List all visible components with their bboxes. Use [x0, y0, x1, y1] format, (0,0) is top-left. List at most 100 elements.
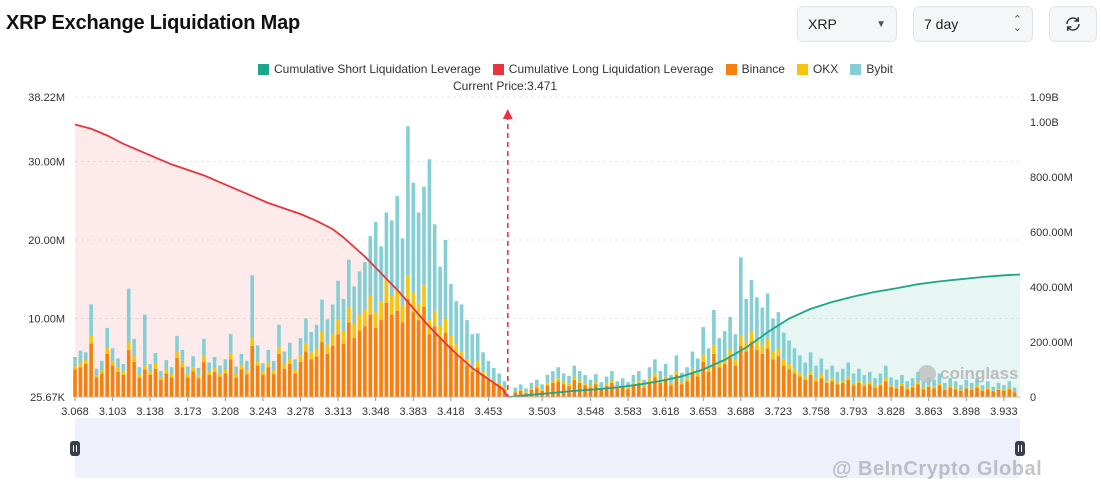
bar-binance — [685, 381, 689, 397]
axes-group: 25.67K 10.00M 20.00M 30.00M 38.22M 0 200.00M 40… — [28, 92, 1073, 418]
bar-okx — [867, 382, 872, 385]
bar-okx — [583, 382, 587, 386]
x-tick-label: 3.583 — [614, 406, 642, 418]
bar-bybit — [749, 280, 754, 331]
bar-binance — [814, 381, 818, 397]
bar-bybit — [186, 366, 190, 375]
bar-okx — [373, 312, 378, 328]
bar-okx — [889, 385, 893, 387]
bar-binance — [212, 371, 217, 397]
bar-bybit — [175, 335, 179, 352]
x-tick-label: 3.618 — [652, 406, 680, 418]
bar-okx — [1007, 387, 1012, 390]
legend-item-binance[interactable]: Binance — [725, 62, 785, 76]
x-tick-label: 3.898 — [953, 406, 981, 418]
bar-okx — [502, 387, 507, 390]
bar-bybit — [830, 365, 834, 379]
range-slider[interactable] — [70, 418, 1025, 478]
bar-binance — [771, 359, 775, 397]
bar-binance — [921, 389, 926, 397]
bar-binance — [89, 343, 93, 397]
bar-binance — [561, 384, 566, 397]
bar-bybit — [271, 360, 276, 371]
bar-bybit — [368, 236, 373, 295]
bar-bybit — [422, 186, 426, 285]
bar-binance — [631, 385, 636, 397]
bar-binance — [164, 373, 169, 397]
bar-bybit — [100, 360, 104, 371]
bar-bybit — [674, 355, 679, 372]
bar-bybit — [556, 367, 560, 379]
bar-binance — [196, 378, 201, 397]
bar-okx — [760, 345, 765, 354]
bar-binance — [594, 384, 598, 397]
bar-okx — [186, 374, 190, 378]
cumulative-lines — [74, 109, 1021, 398]
legend-item-short[interactable]: Cumulative Short Liquidation Leverage — [257, 62, 481, 76]
slider-handle-left[interactable] — [70, 441, 80, 456]
bar-bybit — [631, 375, 636, 383]
bar-binance — [696, 376, 700, 397]
bar-binance — [1012, 392, 1017, 397]
coinglass-logo-icon — [918, 365, 936, 383]
x-tick-label: 3.688 — [727, 406, 755, 418]
symbol-select[interactable]: XRP ▼ — [797, 6, 897, 42]
y-right-tick-label: 200.00M — [1030, 337, 1073, 349]
bar-bybit — [551, 371, 555, 381]
bar-okx — [282, 364, 287, 369]
bar-okx — [126, 342, 131, 350]
bar-okx — [862, 383, 867, 387]
bar-bybit — [808, 352, 813, 372]
bar-binance — [271, 374, 276, 397]
slider-track — [75, 418, 1020, 478]
bar-okx — [438, 325, 442, 339]
bar-bybit — [755, 297, 759, 341]
bar-binance — [1002, 390, 1006, 397]
bar-bybit — [320, 299, 324, 332]
bar-bybit — [438, 266, 442, 326]
current-price-arrow-icon — [502, 109, 513, 119]
legend-label-short: Cumulative Short Liquidation Leverage — [273, 62, 481, 76]
bar-bybit — [803, 362, 807, 377]
bar-bybit — [722, 331, 727, 358]
bar-bybit — [395, 196, 399, 291]
bar-binance — [416, 320, 421, 397]
bar-binance — [218, 376, 222, 397]
bar-okx — [116, 368, 120, 372]
bar-okx — [513, 391, 518, 393]
bar-okx — [395, 290, 399, 311]
bar-binance — [889, 386, 893, 397]
refresh-button[interactable] — [1049, 6, 1097, 42]
bar-binance — [792, 373, 797, 397]
bar-okx — [218, 373, 222, 377]
slider-handle-right[interactable] — [1015, 441, 1025, 456]
bar-binance — [851, 385, 856, 397]
legend-item-bybit[interactable]: Bybit — [850, 62, 893, 76]
bar-bybit — [857, 368, 861, 381]
period-select[interactable]: 7 day ⌃ ⌄ — [913, 6, 1033, 42]
bar-binance — [261, 375, 265, 397]
bar-bybit — [449, 284, 453, 335]
bar-bybit — [223, 359, 228, 370]
bar-okx — [524, 392, 528, 394]
bar-binance — [583, 385, 587, 397]
bar-okx — [443, 318, 448, 333]
bar-okx — [288, 358, 292, 364]
bar-binance — [964, 388, 969, 397]
bar-bybit — [202, 338, 206, 357]
bar-okx — [454, 344, 458, 354]
bar-binance — [706, 371, 711, 397]
bar-okx — [529, 388, 534, 390]
bar-bybit — [706, 348, 711, 368]
bar-bybit — [492, 368, 496, 381]
bar-binance — [427, 334, 432, 397]
legend-item-long[interactable]: Cumulative Long Liquidation Leverage — [492, 62, 714, 76]
bar-okx — [567, 383, 571, 387]
bar-binance — [733, 365, 738, 397]
legend-item-okx[interactable]: OKX — [796, 62, 838, 76]
bar-bybit — [701, 327, 705, 355]
legend-label-bybit: Bybit — [866, 62, 893, 76]
bar-okx — [78, 362, 83, 368]
bar-bybit — [765, 293, 770, 339]
